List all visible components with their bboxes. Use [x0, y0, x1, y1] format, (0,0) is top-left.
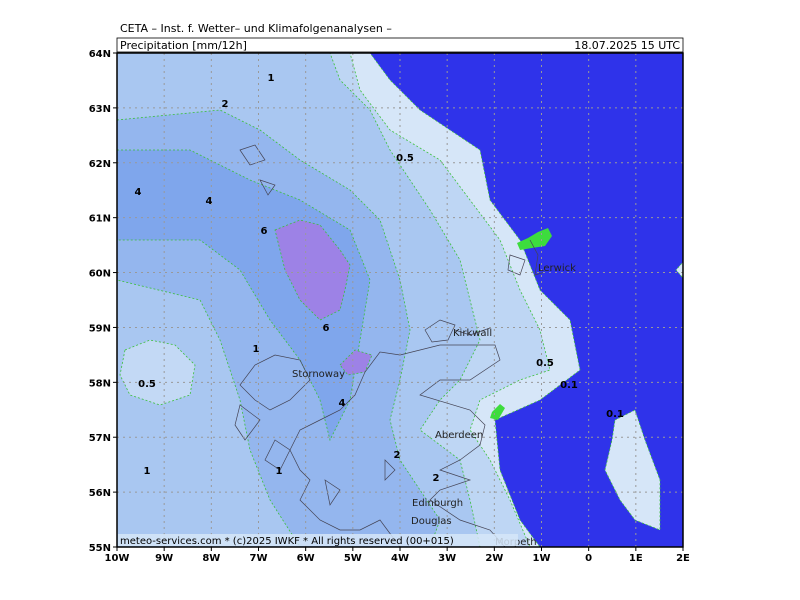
contour-label: 0.1: [606, 409, 624, 420]
lon-label: 10W: [105, 553, 130, 564]
contour-labels: 1 2 0.5 4 4 6 6 1 0.5 4 2 2 1 1 0.5 0.1 …: [135, 73, 624, 484]
lon-label: 6W: [297, 553, 315, 564]
parameter: Precipitation [mm/12h]: [120, 39, 247, 52]
contour-label: 6: [323, 323, 330, 334]
lon-label: 9W: [155, 553, 173, 564]
contour-label: 0.5: [536, 358, 554, 369]
shetland-green: [517, 228, 552, 250]
graticule: [117, 53, 683, 547]
contour-label: 2: [433, 473, 440, 484]
lon-label: 3W: [438, 553, 456, 564]
lon-label: 5W: [344, 553, 362, 564]
lon-label: 0: [585, 553, 592, 564]
coastlines: [234, 144, 546, 548]
lat-label: 64N: [89, 49, 111, 60]
contour-label: 2: [394, 450, 401, 461]
footer: meteo-services.com * (c)2025 IWKF * All …: [120, 536, 454, 547]
contour-label: 1: [268, 73, 275, 84]
islands: [234, 144, 396, 506]
contour-label: 4: [206, 196, 213, 207]
contour-label: 1: [253, 344, 260, 355]
lat-label: 59N: [89, 323, 111, 334]
contour-label: 2: [222, 99, 229, 110]
lon-label: 7W: [250, 553, 268, 564]
contour-label: 0.1: [560, 380, 578, 391]
lon-label: 1W: [533, 553, 551, 564]
coast-green: [490, 404, 505, 420]
contour-label: 1: [276, 466, 283, 477]
contour-label: 0.5: [396, 153, 414, 164]
lon-label: 2W: [485, 553, 503, 564]
lat-label: 61N: [89, 214, 111, 225]
place-label: Aberdeen: [435, 430, 483, 441]
lat-label: 63N: [89, 104, 111, 115]
level-6-small: [339, 349, 373, 376]
place-label: Edinburgh: [412, 498, 463, 509]
lat-label: 57N: [89, 433, 111, 444]
contour-label: 4: [339, 398, 346, 409]
lat-label: 56N: [89, 488, 111, 499]
level-0: [369, 52, 684, 548]
level-05-patch: [119, 339, 196, 406]
level-6: [274, 219, 351, 321]
coast-east: [419, 239, 546, 548]
place-label: Lerwick: [538, 263, 576, 274]
orkney: [424, 254, 526, 343]
contour-label: 0.5: [138, 379, 156, 390]
header-box: [116, 37, 684, 53]
lat-label: 60N: [89, 269, 111, 280]
lon-label: 8W: [202, 553, 220, 564]
place-label: Kirkwall: [453, 328, 492, 339]
contour-label: 1: [144, 466, 151, 477]
contour-label: 4: [135, 187, 142, 198]
lat-label: 55N: [89, 543, 111, 554]
coast-west: [289, 344, 441, 548]
lat-label: 58N: [89, 378, 111, 389]
lon-label: 4W: [391, 553, 409, 564]
lon-label: 1E: [629, 553, 643, 564]
lat-label: 62N: [89, 159, 111, 170]
place-label: Douglas: [411, 516, 452, 527]
contour-label: 6: [261, 226, 268, 237]
place-label: Stornoway: [292, 369, 345, 380]
header-title: CETA – Inst. f. Wetter– und Klimafolgena…: [120, 22, 392, 35]
lon-label: 2E: [676, 553, 690, 564]
footer-bg: [118, 534, 518, 546]
valid-time: 18.07.2025 15 UTC: [574, 39, 680, 52]
level-01-island: [604, 409, 661, 531]
